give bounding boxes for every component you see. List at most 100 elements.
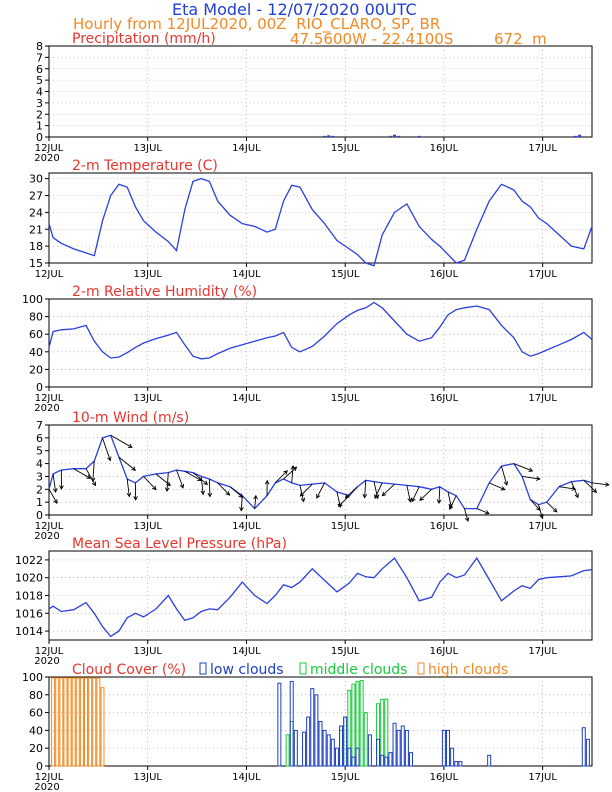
series-line-rh (48, 301, 593, 360)
y-tick-label: 100 (22, 671, 43, 684)
x-tick-label: 13JUL (133, 269, 162, 280)
wind-arrow (52, 473, 57, 493)
y-tick-label: 30 (29, 173, 43, 186)
wind-arrow-head (264, 479, 270, 485)
x-tick-label: 13JUL (133, 393, 162, 404)
wind-arrow (406, 485, 411, 502)
panel-mslp: 1014 1016 1018 1020 1022 12JUL 13JUL 14JUL 15JUL… (15, 536, 593, 667)
cloud-bar (351, 683, 356, 767)
cloud-bar (84, 677, 89, 767)
y-tick-label: 80 (29, 689, 43, 702)
cloud-bar (343, 716, 348, 767)
cloud-bar (55, 677, 60, 767)
wind-arrow (364, 480, 367, 498)
wind-arrow (546, 501, 558, 513)
y-tick-label: 0 (36, 131, 43, 144)
x-tick-label: 17JUL (528, 772, 557, 783)
wind-arrow-head (207, 492, 213, 498)
wind-arrow (373, 481, 379, 499)
wind-arrow-head (604, 482, 610, 487)
precip-bar (331, 135, 335, 137)
x-year-label: 2020 (34, 153, 59, 164)
wind-arrow-head (203, 480, 209, 486)
y-tick-label: 2 (36, 108, 43, 121)
cloud-bar (293, 729, 298, 767)
wind-arrow-head (127, 443, 133, 448)
x-tick-label: 16JUL (430, 143, 459, 154)
y-tick-label: 100 (22, 293, 43, 306)
y-tick-label: 4 (36, 458, 43, 471)
wind-arrow (419, 488, 432, 501)
cloud-bar (285, 734, 290, 767)
cloud-bar (310, 688, 315, 767)
panel-title: 2-m Temperature (C) (72, 158, 218, 174)
cloud-bar (318, 721, 323, 767)
wind-arrow (345, 486, 358, 499)
cloud-bar (409, 752, 413, 767)
wind-arrow-head (131, 466, 137, 471)
x-tick-label: 15JUL (331, 393, 360, 404)
y-tick-label: 7 (36, 419, 43, 432)
x-tick-label: 12JUL (35, 521, 64, 532)
wind-arrow (274, 470, 288, 484)
wind-arrow-head (107, 456, 112, 462)
cloud-bar (302, 731, 307, 767)
wind-arrow (488, 482, 505, 491)
wind-arrow-head (362, 493, 368, 499)
y-tick-label: 6 (36, 63, 43, 76)
wind-arrow-head (91, 481, 96, 487)
y-tick-label: 3 (36, 470, 43, 483)
x-tick-label: 12JUL (35, 646, 64, 657)
y-tick-label: 24 (29, 206, 43, 219)
x-tick-label: 15JUL (331, 521, 360, 532)
wind-arrow-head (344, 493, 350, 499)
y-tick-label: 0 (36, 509, 43, 522)
wind-arrow-head (253, 494, 258, 500)
y-tick-label: 6 (36, 432, 43, 445)
cloud-bar (100, 687, 105, 767)
x-tick-label: 12JUL (35, 269, 64, 280)
panel-title: Mean Sea Level Pressure (hPa) (72, 536, 287, 552)
x-tick-label: 13JUL (133, 772, 162, 783)
cloud-bar (67, 677, 72, 767)
cloud-bar (330, 738, 335, 767)
y-tick-label: 8 (36, 40, 43, 53)
wind-arrow-head (179, 483, 185, 489)
precip-bar (388, 135, 392, 137)
series-line-temp (48, 177, 593, 267)
y-tick-label: 20 (29, 742, 43, 755)
cloud-bar (75, 677, 80, 767)
wind-arrow (449, 495, 457, 510)
x-year-label: 2020 (34, 656, 59, 667)
wind-arrow (92, 460, 95, 482)
wind-arrow-head (316, 493, 321, 499)
wind-arrow (571, 481, 579, 498)
chart-subtitle: Hourly from 12JUL2020, 00Z RIO_CLARO, SP… (73, 15, 441, 33)
series-line-mslp (48, 556, 593, 638)
panel-title: 10-m Wind (m/s) (72, 410, 189, 426)
wind-arrow-head (552, 507, 558, 513)
y-tick-label: 5 (36, 74, 43, 87)
wind-arrow-head (592, 488, 598, 493)
legend-swatch-low (199, 662, 207, 675)
x-tick-label: 14JUL (232, 772, 261, 783)
wind-arrow-head (225, 491, 231, 496)
panel-frame (48, 45, 593, 138)
wind-arrow-head (374, 494, 379, 500)
wind-arrow-head (535, 476, 541, 481)
wind-arrow-head (300, 497, 306, 503)
y-tick-label: 3 (36, 97, 43, 110)
panel-frame (48, 550, 593, 641)
wind-arrow (374, 482, 383, 499)
wind-arrow-head (126, 492, 132, 498)
wind-arrow-head (164, 487, 170, 493)
cloud-bar (51, 677, 56, 767)
wind-arrow-head (90, 477, 96, 483)
wind-arrow-head (52, 488, 58, 494)
cloud-bar (367, 734, 372, 767)
cloud-bar (446, 729, 451, 767)
wind-arrow-head (59, 485, 64, 490)
y-tick-label: 1 (36, 496, 43, 509)
